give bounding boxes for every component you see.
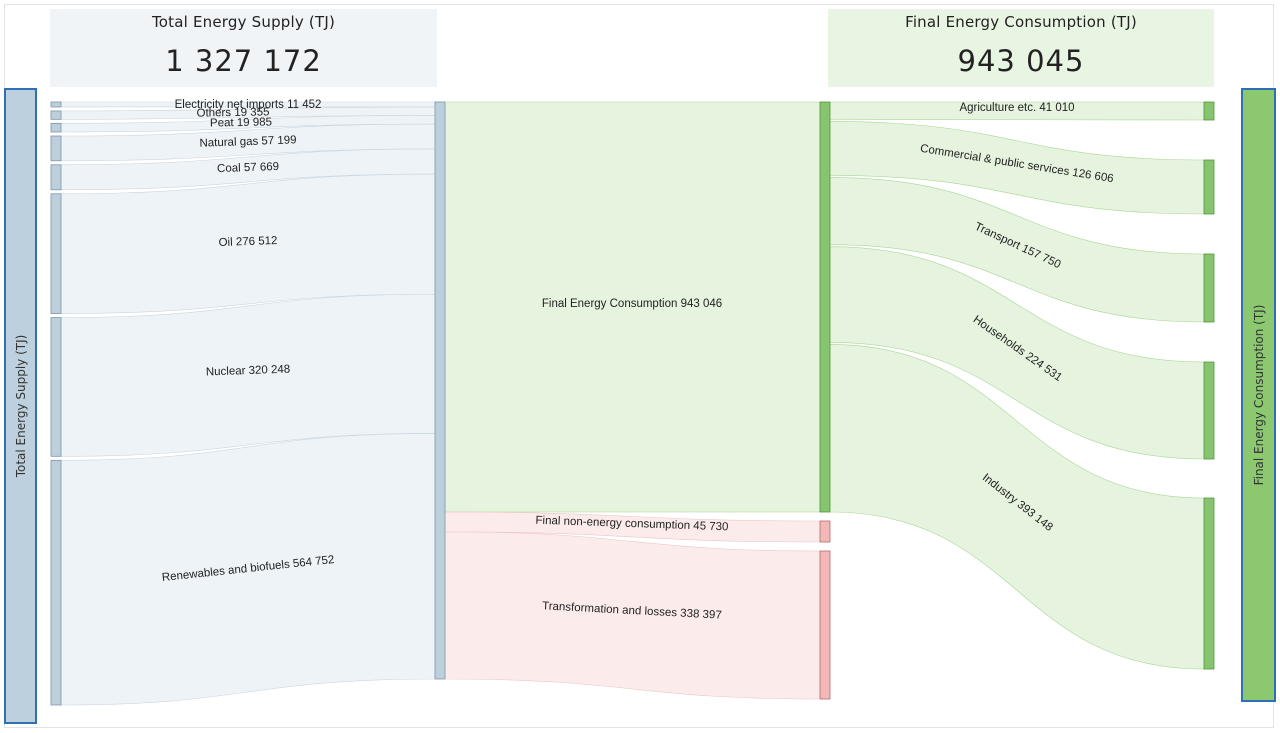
node-others[interactable] (50, 110, 62, 120)
label-oil: Oil 276 512 (218, 235, 277, 249)
node-agriculture-etc[interactable] (1203, 101, 1215, 121)
final-consumption-value: 943 045 (957, 44, 1085, 78)
final-consumption-side-bar[interactable]: Final Energy Consumption (TJ) (1241, 88, 1276, 702)
label-coal: Coal 57 669 (217, 161, 279, 175)
label-peat: Peat 19 985 (210, 116, 272, 129)
sankey-nodes (50, 101, 1215, 706)
label-final-energy-consumption: Final Energy Consumption 943 046 (542, 298, 722, 310)
node-transport[interactable] (1203, 253, 1215, 323)
node-renewables-and-biofuels[interactable] (50, 459, 62, 706)
sankey-flows (60, 101, 1205, 706)
node-oil[interactable] (50, 193, 62, 314)
label-nuclear: Nuclear 320 248 (206, 364, 291, 379)
node-coal[interactable] (50, 164, 62, 191)
node-peat[interactable] (50, 122, 62, 133)
node-final-non-energy-consumption[interactable] (819, 520, 831, 543)
final-consumption-title: Final Energy Consumption (TJ) (905, 13, 1137, 31)
node-electricity-net-imports[interactable] (50, 101, 62, 108)
total-supply-card: Total Energy Supply (TJ) 1 327 172 (50, 9, 437, 87)
total-supply-title: Total Energy Supply (TJ) (151, 13, 336, 31)
label-agriculture-etc: Agriculture etc. 41 010 (959, 102, 1074, 114)
label-electricity-net-imports: Electricity net imports 11 452 (175, 99, 322, 111)
node-final-energy-consumption[interactable] (819, 101, 831, 513)
final-consumption-card: Final Energy Consumption (TJ) 943 045 (828, 9, 1214, 87)
node-households[interactable] (1203, 361, 1215, 460)
node-nuclear[interactable] (50, 317, 62, 457)
node-transformation-and-losses[interactable] (819, 550, 831, 700)
label-others: Others 19 355 (196, 106, 269, 119)
node-industry[interactable] (1203, 497, 1215, 670)
node-total-energy-supply[interactable] (434, 101, 446, 680)
label-natural-gas: Natural gas 57 199 (199, 134, 297, 149)
total-supply-value: 1 327 172 (165, 44, 322, 78)
node-natural-gas[interactable] (50, 135, 62, 162)
total-supply-side-bar[interactable]: Total Energy Supply (TJ) (4, 88, 37, 724)
node-commercial-public-services[interactable] (1203, 159, 1215, 215)
